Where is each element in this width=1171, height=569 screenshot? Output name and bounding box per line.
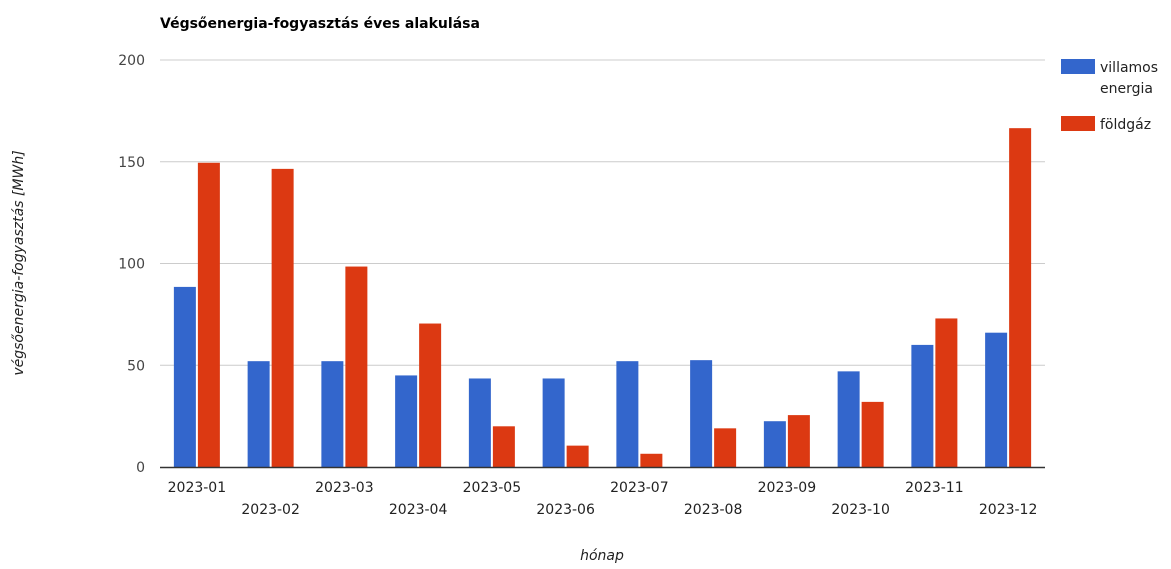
bar: [763, 421, 786, 467]
x-tick-labels: 2023-01 2023-02 2023-03 2023-04 2023-05 2023-…: [168, 480, 1038, 518]
x-tick-label: 2023-09: [758, 480, 817, 496]
bar: [542, 378, 565, 467]
x-tick-label: 2023-11: [905, 480, 964, 496]
bar: [837, 371, 860, 467]
x-tick-label: 2023-05: [463, 480, 522, 496]
bar: [1009, 128, 1032, 468]
x-tick-label: 2023-01: [168, 480, 227, 496]
legend: villamos energia földgáz: [1061, 59, 1158, 133]
legend-swatch: [1061, 116, 1095, 131]
x-tick-label: 2023-04: [389, 502, 448, 518]
y-tick-label: 0: [136, 460, 145, 476]
chart-title: Végsőenergia-fogyasztás éves alakulása: [160, 16, 480, 32]
y-axis-label: végsőenergia-fogyasztás [MWh]: [11, 150, 27, 375]
bars: [173, 128, 1032, 468]
x-tick-label: 2023-07: [610, 480, 669, 496]
x-tick-label: 2023-06: [536, 502, 595, 518]
bar: [714, 428, 737, 467]
bar: [247, 361, 270, 467]
x-tick-label: 2023-02: [241, 502, 300, 518]
bar: [616, 361, 639, 467]
bar: [197, 162, 220, 467]
y-tick-label: 200: [118, 53, 145, 69]
x-tick-label: 2023-12: [979, 502, 1038, 518]
bar: [173, 286, 196, 467]
legend-label: földgáz: [1100, 117, 1151, 133]
x-tick-label: 2023-10: [831, 502, 890, 518]
legend-swatch: [1061, 59, 1095, 74]
y-tick-labels: 0 50 100 150 200: [118, 53, 145, 476]
gridlines: [160, 59, 1045, 366]
bar: [492, 426, 515, 467]
bar: [935, 318, 958, 467]
y-tick-label: 50: [127, 358, 145, 374]
bar: [395, 375, 418, 467]
y-tick-label: 150: [118, 155, 145, 171]
bar: [321, 361, 344, 467]
bar: [468, 378, 491, 467]
bar: [911, 344, 934, 467]
legend-label: energia: [1100, 81, 1153, 97]
bar: [985, 332, 1008, 467]
bar: [640, 453, 663, 467]
bar: [419, 323, 442, 467]
x-tick-label: 2023-08: [684, 502, 743, 518]
bar: [566, 445, 589, 467]
bar: [690, 360, 713, 467]
bar: [787, 415, 810, 467]
bar: [271, 168, 294, 467]
legend-label: villamos: [1100, 60, 1158, 76]
bar: [861, 401, 884, 467]
y-tick-label: 100: [118, 257, 145, 273]
x-tick-label: 2023-03: [315, 480, 374, 496]
bar: [345, 266, 368, 467]
x-axis-label: hónap: [580, 548, 624, 564]
